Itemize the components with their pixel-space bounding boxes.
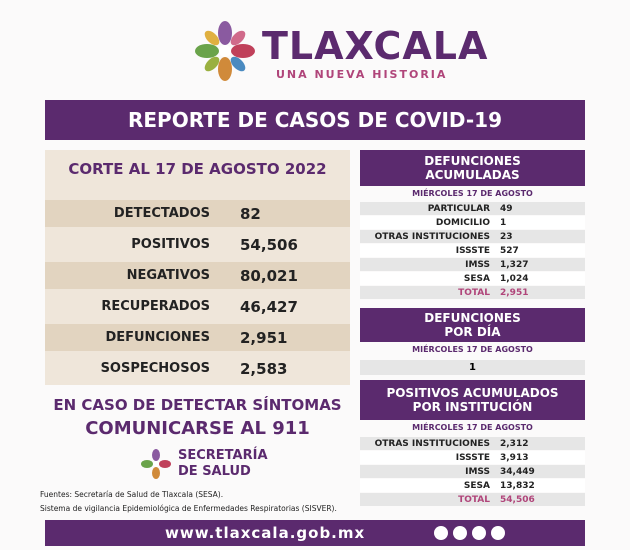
summary-panel: CORTE AL 17 DE AGOSTO 2022 DETECTADOS 82 P… <box>45 150 350 385</box>
summary-label: RECUPERADOS <box>101 299 210 314</box>
footer-bar: www.tlaxcala.gob.mx <box>45 520 585 546</box>
table-row: OTRAS INSTITUCIONES 23 <box>360 230 585 243</box>
table-label: IMSS <box>465 259 490 270</box>
title: TLAXCALA <box>262 24 489 68</box>
summary-label: NEGATIVOS <box>126 268 210 283</box>
summary-label: DETECTADOS <box>113 206 210 221</box>
facebook-icon[interactable] <box>434 526 448 540</box>
subtitle: UNA NUEVA HISTORIA <box>276 68 448 81</box>
section-heading-line: DEFUNCIONES <box>424 311 521 325</box>
summary-label: POSITIVOS <box>131 237 210 252</box>
summary-label: DEFUNCIONES <box>105 330 210 345</box>
table-row: TOTAL 2,951 <box>360 286 585 299</box>
table-row: TOTAL 54,506 <box>360 493 585 506</box>
section-date: MIÉRCOLES 17 DE AGOSTO <box>412 189 533 198</box>
secretaria-logo <box>141 449 171 479</box>
table-value: 2,951 <box>500 287 529 298</box>
table-row: DOMICILIO 1 <box>360 216 585 229</box>
social-icons <box>434 526 505 540</box>
secretaria-line: DE SALUD <box>178 464 251 479</box>
secretaria-line: SECRETARÍA <box>178 448 268 463</box>
summary-row: NEGATIVOS 80,021 <box>45 262 350 289</box>
table-value: 54,506 <box>500 494 535 505</box>
table-value: 13,832 <box>500 480 535 491</box>
deaths-day-value: 1 <box>360 360 585 375</box>
section-header: DEFUNCIONES ACUMULADAS <box>360 150 585 186</box>
table-value: 1,024 <box>500 273 529 284</box>
table-label: TOTAL <box>458 494 490 505</box>
table-label: ISSSTE <box>455 452 490 463</box>
source-line: Sistema de vigilancia Epidemiológica de … <box>40 504 337 513</box>
sources: Fuentes: Secretaría de Salud de Tlaxcala… <box>40 488 337 516</box>
table-label: SESA <box>463 273 490 284</box>
table-value: 23 <box>500 231 513 242</box>
summary-value: 46,427 <box>240 297 298 316</box>
table-value: 34,449 <box>500 466 535 477</box>
call-line: EN CASO DE DETECTAR SÍNTOMAS <box>53 396 342 414</box>
table-label: OTRAS INSTITUCIONES <box>374 438 490 449</box>
right-panel: DEFUNCIONES ACUMULADAS MIÉRCOLES 17 DE AGO… <box>360 150 585 515</box>
summary-value: 2,583 <box>240 359 288 378</box>
summary-value: 82 <box>240 204 261 223</box>
summary-heading: CORTE AL 17 DE AGOSTO 2022 <box>68 160 327 178</box>
section-heading-line: POSITIVOS ACUMULADOS <box>386 386 559 400</box>
table-value: 527 <box>500 245 519 256</box>
table-label: ISSSTE <box>455 245 490 256</box>
table-label: TOTAL <box>458 287 490 298</box>
source-line: Fuentes: Secretaría de Salud de Tlaxcala… <box>40 490 224 499</box>
table-value: 2,312 <box>500 438 529 449</box>
table-row: PARTICULAR 49 <box>360 202 585 215</box>
section-heading-line: ACUMULADAS <box>425 168 520 182</box>
footer-url[interactable]: www.tlaxcala.gob.mx <box>165 524 366 542</box>
table-row: SESA 1,024 <box>360 272 585 285</box>
summary-value: 2,951 <box>240 328 288 347</box>
table-label: OTRAS INSTITUCIONES <box>374 231 490 242</box>
summary-value: 80,021 <box>240 266 298 285</box>
youtube-icon[interactable] <box>491 526 505 540</box>
summary-row: POSITIVOS 54,506 <box>45 231 350 258</box>
table-label: DOMICILIO <box>435 217 490 228</box>
section-header: POSITIVOS ACUMULADOS POR INSTITUCIÓN <box>360 380 585 420</box>
instagram-icon[interactable] <box>472 526 486 540</box>
table-label: PARTICULAR <box>427 203 490 214</box>
table-value: 3,913 <box>500 452 529 463</box>
table-label: SESA <box>463 480 490 491</box>
section-date: MIÉRCOLES 17 DE AGOSTO <box>412 423 533 432</box>
twitter-icon[interactable] <box>453 526 467 540</box>
summary-row: DETECTADOS 82 <box>45 200 350 227</box>
table-row: SESA 13,832 <box>360 479 585 492</box>
logo <box>195 21 255 81</box>
section-heading-line: POR INSTITUCIÓN <box>412 400 533 414</box>
table-value: 49 <box>500 203 513 214</box>
summary-row: RECUPERADOS 46,427 <box>45 293 350 320</box>
summary-label: SOSPECHOSOS <box>100 361 210 376</box>
call-line: COMUNICARSE AL 911 <box>85 418 310 439</box>
table-row: ISSSTE 3,913 <box>360 451 585 464</box>
secretaria: SECRETARÍA DE SALUD <box>178 448 268 480</box>
section-header: DEFUNCIONES POR DÍA <box>360 308 585 342</box>
table-value: 1 <box>500 217 507 228</box>
table-row: IMSS 34,449 <box>360 465 585 478</box>
table-row: IMSS 1,327 <box>360 258 585 271</box>
summary-row: DEFUNCIONES 2,951 <box>45 324 350 351</box>
section-heading-line: DEFUNCIONES <box>424 154 521 168</box>
table-row: ISSSTE 527 <box>360 244 585 257</box>
table-label: IMSS <box>465 466 490 477</box>
table-value: 1,327 <box>500 259 529 270</box>
section-date: MIÉRCOLES 17 DE AGOSTO <box>412 345 533 354</box>
summary-row: SOSPECHOSOS 2,583 <box>45 355 350 382</box>
banner: REPORTE DE CASOS DE COVID-19 <box>45 100 585 140</box>
table-row: OTRAS INSTITUCIONES 2,312 <box>360 437 585 450</box>
section-heading-line: POR DÍA <box>444 325 501 339</box>
summary-value: 54,506 <box>240 235 298 254</box>
